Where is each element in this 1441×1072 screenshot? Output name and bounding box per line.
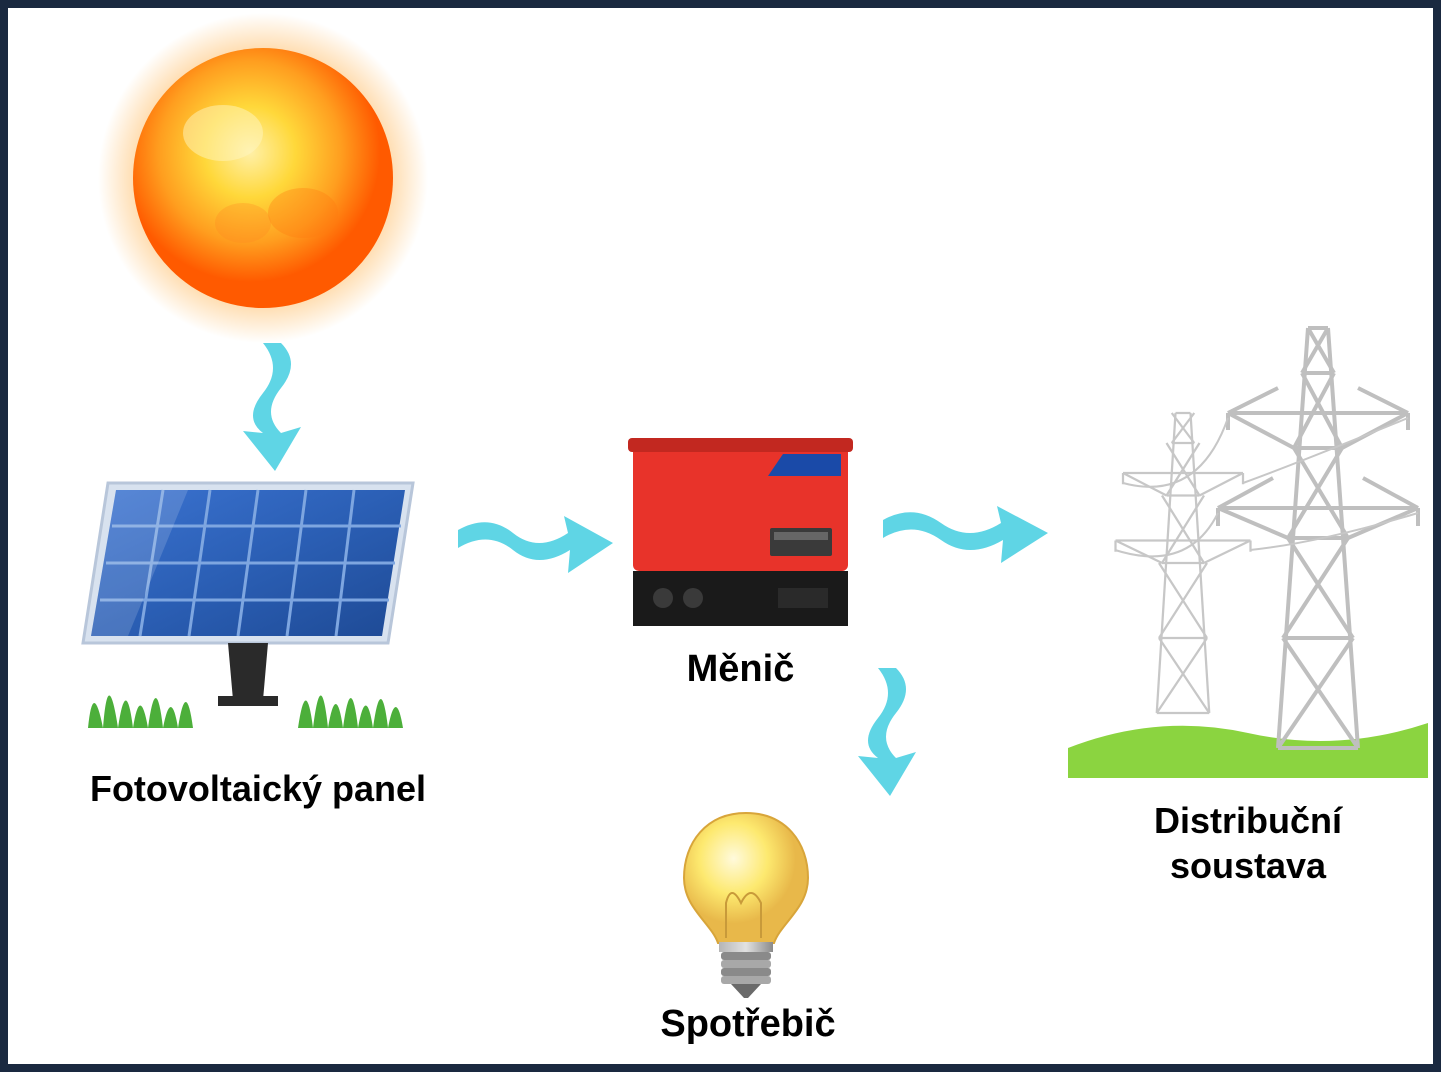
- sun-icon: [93, 13, 433, 353]
- arrow-panel-inverter-icon: [458, 508, 618, 588]
- grid-label-text: Distribučnísoustava: [1154, 800, 1342, 886]
- panel-label: Fotovoltaický panel: [48, 768, 468, 810]
- power-grid-icon: [1068, 318, 1428, 788]
- inverter-icon: [628, 438, 858, 638]
- arrow-inverter-grid-icon: [883, 498, 1053, 578]
- grid-label: Distribučnísoustava: [1068, 798, 1428, 888]
- arrow-inverter-bulb-icon: [848, 668, 938, 798]
- bulb-label: Spotřebič: [608, 1003, 888, 1046]
- inverter-label: Měnič: [628, 648, 853, 691]
- bulb-icon: [676, 808, 816, 998]
- arrow-sun-panel-icon: [233, 343, 323, 473]
- solar-panel-icon: [68, 468, 438, 748]
